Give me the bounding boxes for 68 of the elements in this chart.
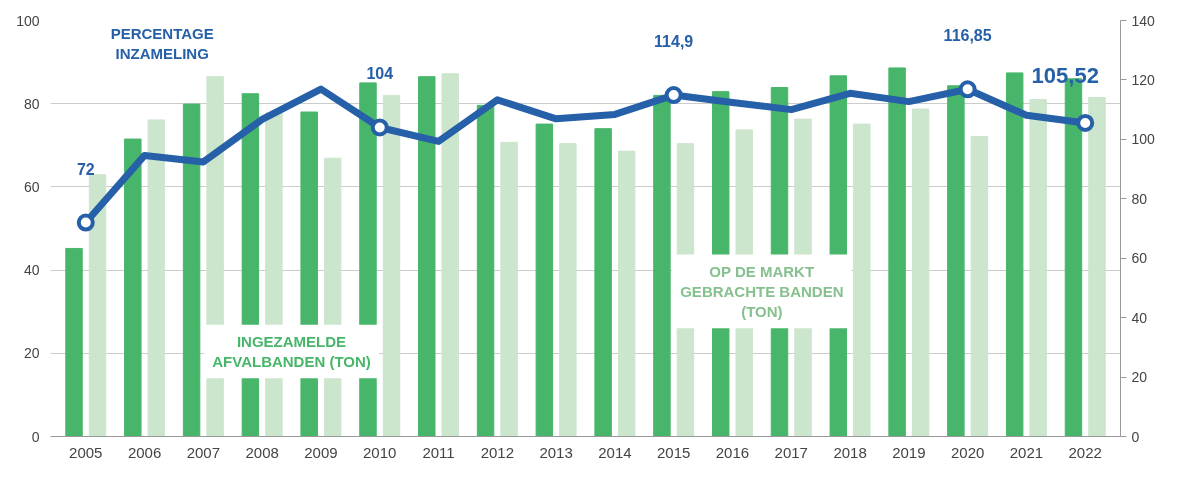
- point: [370, 118, 389, 137]
- x-tick-label: 2011: [422, 443, 455, 461]
- x-tick-label: 2018: [833, 443, 867, 461]
- y-tick-label: 80: [23, 95, 40, 112]
- x-tick-label: 2006: [127, 443, 162, 461]
- bar: [124, 138, 142, 437]
- bar: [970, 136, 989, 437]
- data-label: 105,52: [1031, 62, 1099, 88]
- text: PERCENTAGE INZAMELING: [110, 25, 214, 63]
- y2-tick-label: 140: [1131, 12, 1156, 29]
- x-tick-label: 2008: [245, 443, 279, 461]
- point: [76, 213, 95, 232]
- y-tick-label: 0: [31, 428, 40, 445]
- x-tick-label: 2020: [950, 443, 985, 461]
- bar: [1088, 96, 1106, 437]
- x-tick-label: 2016: [715, 443, 750, 461]
- x-tick-label: 2005: [69, 443, 103, 461]
- data-label: 114,9: [654, 33, 694, 51]
- x-tick-label: 2009: [304, 443, 338, 461]
- bar: [911, 108, 930, 437]
- bar: [88, 174, 107, 437]
- bar: [617, 150, 636, 437]
- y2-tick-label: 60: [1131, 250, 1148, 267]
- bar: [182, 103, 201, 437]
- bar: [418, 76, 436, 437]
- point: [1076, 113, 1095, 132]
- data-label: 104: [366, 65, 394, 83]
- bar: [1005, 72, 1024, 437]
- bar: [888, 67, 906, 437]
- bar: [441, 73, 460, 437]
- data-label: 116,85: [943, 27, 992, 45]
- bar: [535, 123, 554, 437]
- bar: [947, 85, 965, 437]
- x-tick-label: 2013: [539, 443, 573, 461]
- bar: [476, 104, 495, 437]
- x-tick-label: 2017: [774, 443, 808, 461]
- y2-tick-label: 120: [1131, 71, 1156, 88]
- bar: [147, 119, 166, 437]
- bar: [500, 141, 518, 437]
- y-tick-label: 60: [23, 178, 40, 195]
- point: [664, 86, 683, 105]
- bar: [853, 123, 871, 437]
- x-tick-label: 2012: [480, 443, 514, 461]
- bar: [559, 143, 577, 437]
- point: [958, 80, 977, 99]
- bar: [1029, 99, 1047, 437]
- y-tick-label: 20: [23, 345, 40, 362]
- y-tick-label: 100: [16, 12, 40, 29]
- y-tick-label: 40: [23, 262, 40, 279]
- x-tick-label: 2014: [598, 443, 632, 461]
- x-tick-label: 2021: [1009, 443, 1044, 461]
- y2-tick-label: 80: [1131, 190, 1148, 207]
- y2-tick-label: 40: [1131, 309, 1148, 326]
- y2-tick-label: 0: [1131, 428, 1140, 445]
- y2-tick-label: 20: [1131, 369, 1148, 386]
- series-label: INGEZAMELDE AFVALBANDEN (TON): [212, 332, 371, 371]
- x-tick-label: 2022: [1068, 443, 1102, 461]
- bar: [382, 94, 401, 437]
- x-tick-label: 2015: [657, 443, 691, 461]
- series-label: OP DE MARKT GEBRACHTE BANDEN (TON): [680, 262, 844, 321]
- x-tick-label: 2010: [363, 443, 397, 461]
- bar: [594, 128, 612, 437]
- bar: [653, 94, 671, 437]
- data-label: 72: [76, 160, 95, 178]
- x-tick-label: 2019: [892, 443, 926, 461]
- x-tick-label: 2007: [186, 443, 221, 461]
- bar: [65, 247, 83, 437]
- y2-tick-label: 100: [1131, 131, 1156, 148]
